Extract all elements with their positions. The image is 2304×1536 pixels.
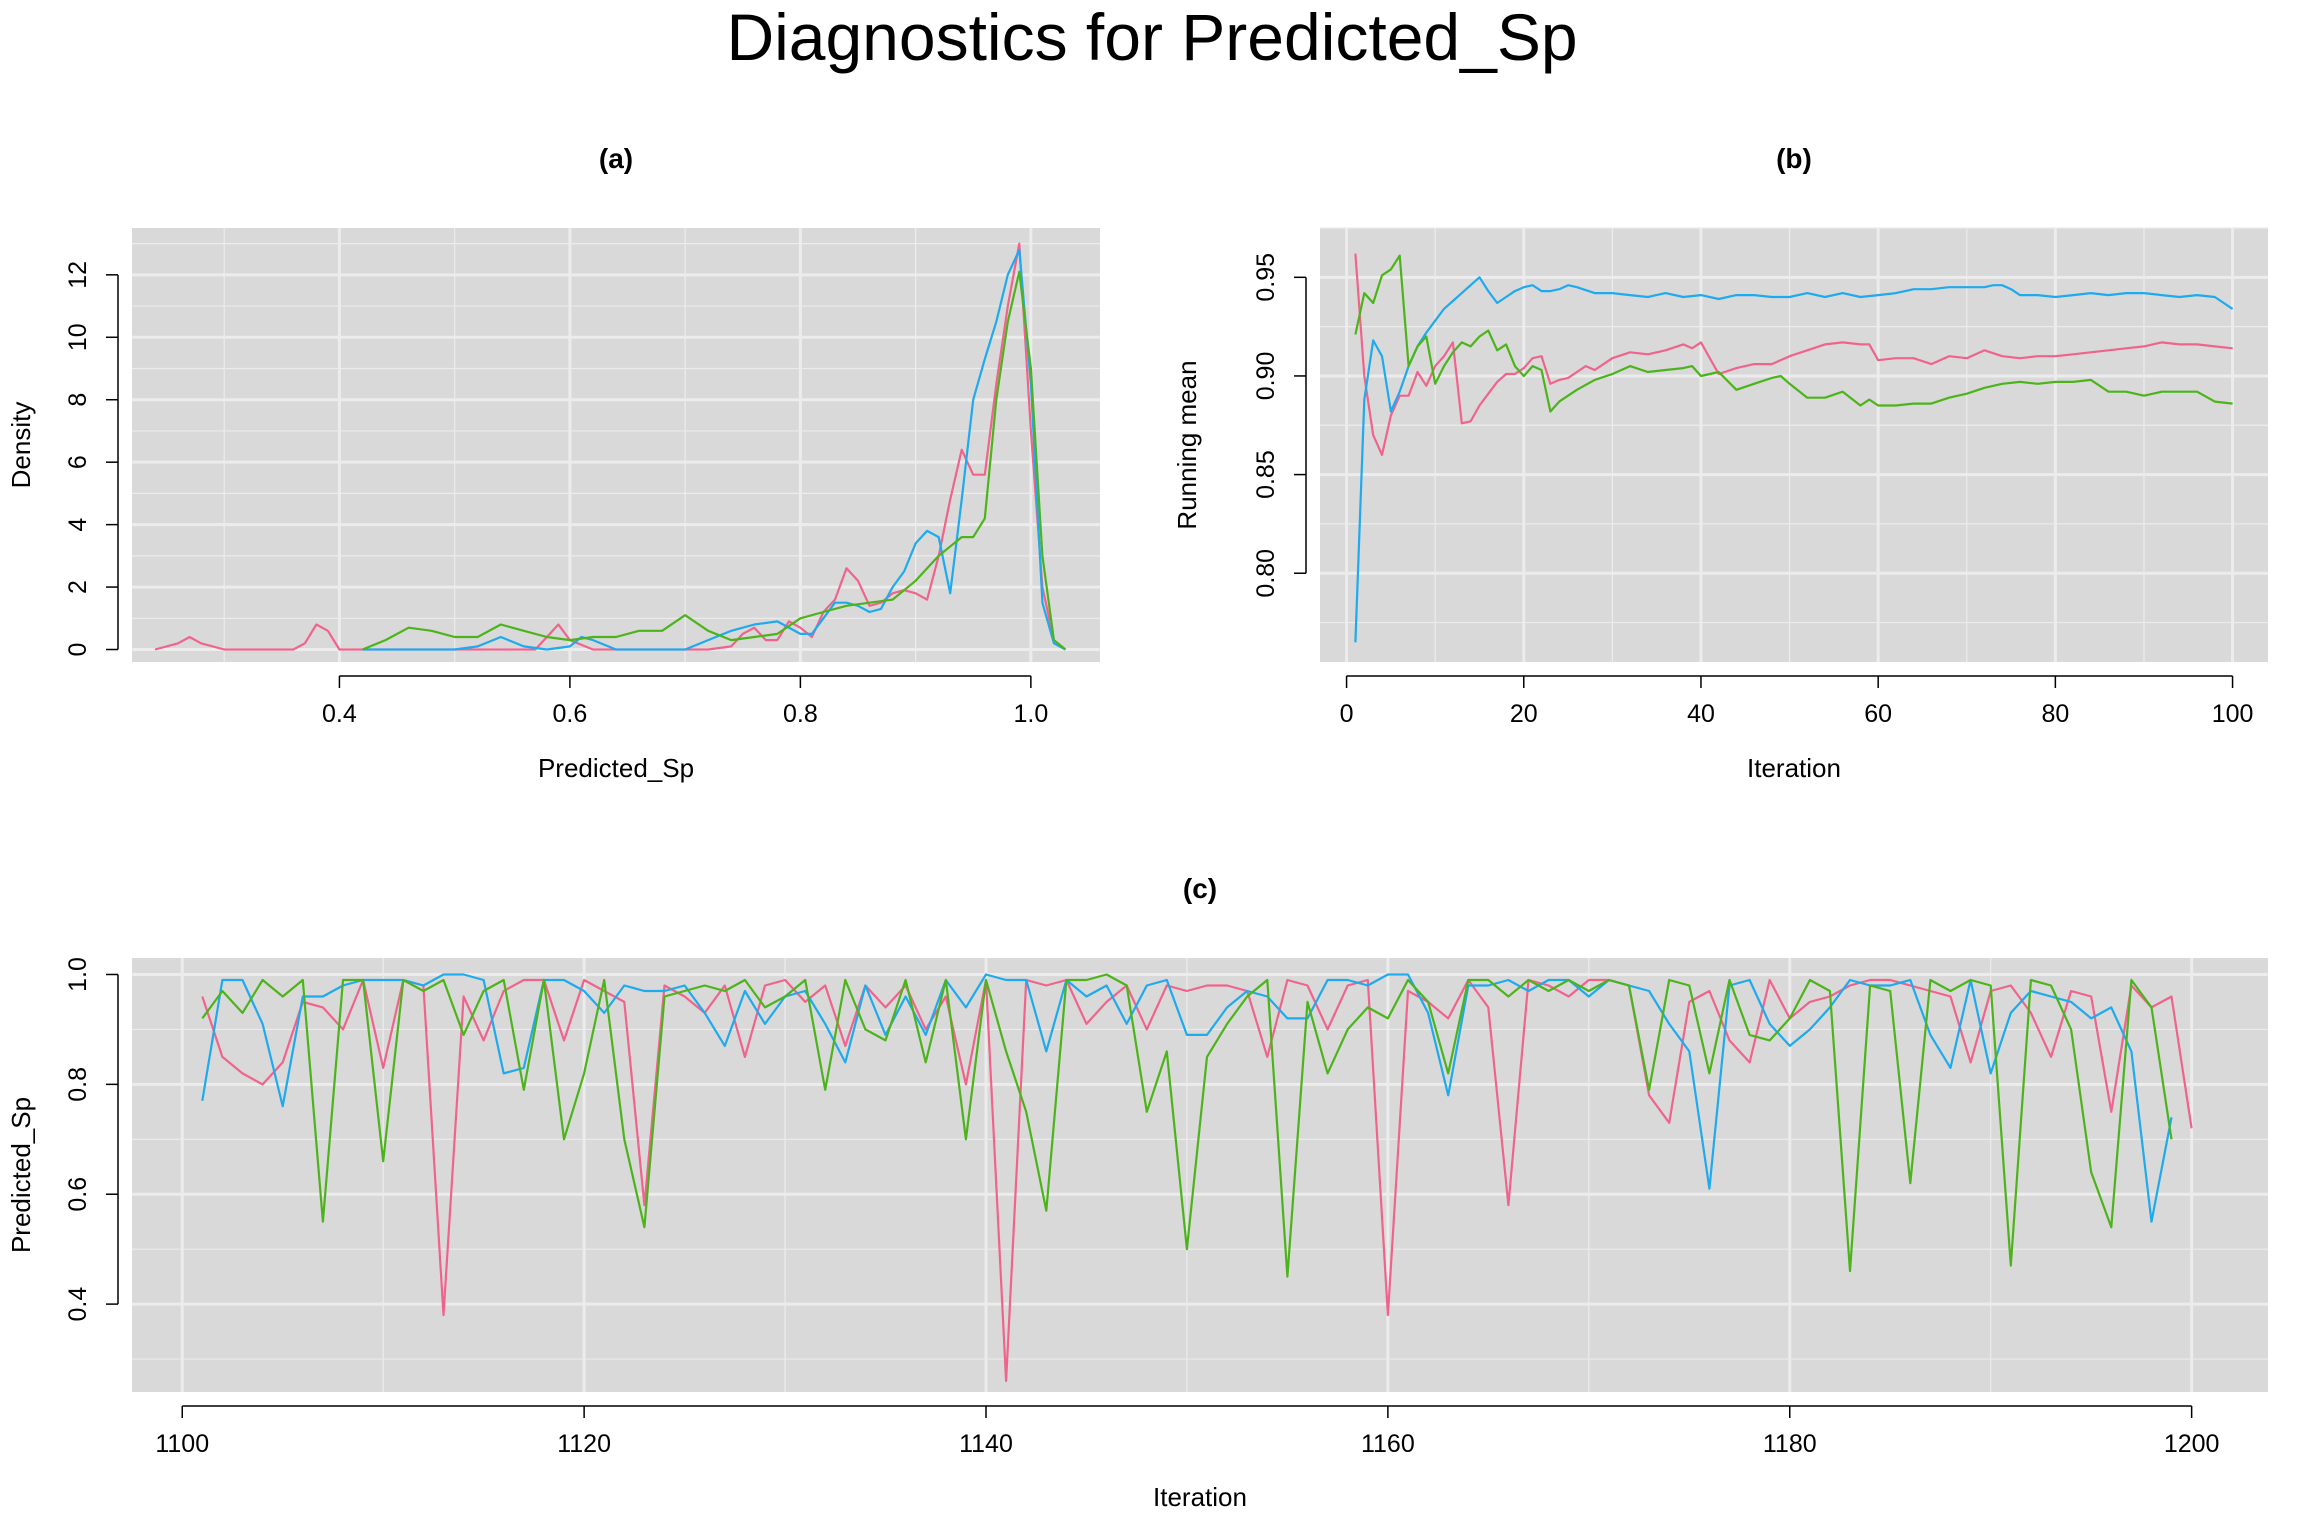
series-line-chain-1: [154, 242, 1067, 651]
panel-title: (b): [1776, 143, 1812, 174]
x-axis-label: Iteration: [1747, 753, 1841, 783]
y-tick-label: 8: [64, 393, 92, 407]
y-tick-label: 1.0: [64, 957, 92, 992]
y-tick-label: 0.4: [64, 1287, 92, 1322]
y-tick-label: 12: [64, 261, 92, 289]
y-tick-label: 10: [64, 323, 92, 351]
y-axis-label: Running mean: [1172, 360, 1202, 529]
series-line-chain-1: [1354, 253, 2233, 456]
y-axis-label: Density: [6, 402, 36, 489]
x-axis-label: Predicted_Sp: [538, 753, 694, 783]
y-tick-label: 6: [64, 455, 92, 469]
plot-background: [132, 228, 1100, 662]
y-tick-label: 0.6: [64, 1177, 92, 1212]
plot-background: [1320, 228, 2268, 662]
x-tick-label: 1140: [959, 1430, 1013, 1458]
y-tick-label: 0.8: [64, 1067, 92, 1102]
series-line-chain-3: [201, 973, 2173, 1278]
series-line-chain-2: [201, 973, 2173, 1223]
x-tick-label: 1100: [155, 1430, 209, 1458]
y-tick-label: 0: [64, 643, 92, 657]
y-tick-label: 0.95: [1252, 253, 1280, 302]
x-tick-label: 40: [1687, 700, 1715, 728]
y-tick-label: 4: [64, 518, 92, 532]
series-line-chain-3: [1354, 254, 2233, 413]
x-tick-label: 0.8: [783, 700, 818, 728]
x-tick-label: 0: [1340, 700, 1354, 728]
y-tick-label: 0.90: [1252, 352, 1280, 401]
x-tick-label: 0.4: [322, 700, 357, 728]
panel-b-running-mean-plot: 0 20 40 60 80 100 0.80 0.85 0.90 0.95 (b) Iteration…: [1172, 143, 2268, 783]
y-axis-label: Predicted_Sp: [6, 1097, 36, 1253]
panel-c-trace-plot: 1100 1120 1140 1160 1180 1200 0.4 0.6 0.8 1.0 (c) I…: [6, 873, 2268, 1512]
panel-title: (a): [599, 143, 633, 174]
y-tick-label: 0.80: [1252, 549, 1280, 598]
x-tick-label: 1120: [557, 1430, 611, 1458]
series-line-chain-2: [1354, 276, 2234, 643]
figure-title: Diagnostics for Predicted_Sp: [726, 0, 1577, 74]
x-tick-label: 100: [2212, 700, 2254, 728]
series-line-chain-3: [362, 270, 1067, 651]
x-tick-label: 1160: [1361, 1430, 1415, 1458]
y-tick-label: 0.85: [1252, 450, 1280, 499]
panel-a-density-plot: 0.4 0.6 0.8 1.0 0 2 4 6 8 10 12 (a) Predicted_Sp Dens…: [6, 143, 1100, 783]
x-axis-label: Iteration: [1153, 1482, 1247, 1512]
x-tick-label: 80: [2041, 700, 2069, 728]
x-tick-label: 20: [1510, 700, 1538, 728]
x-tick-label: 1.0: [1013, 700, 1048, 728]
series-line-chain-2: [362, 248, 1066, 651]
y-tick-label: 2: [64, 580, 92, 594]
x-tick-label: 1200: [2164, 1430, 2220, 1458]
x-tick-label: 0.6: [553, 700, 588, 728]
x-tick-label: 60: [1864, 700, 1892, 728]
x-tick-label: 1180: [1763, 1430, 1817, 1458]
panel-title: (c): [1183, 873, 1217, 904]
